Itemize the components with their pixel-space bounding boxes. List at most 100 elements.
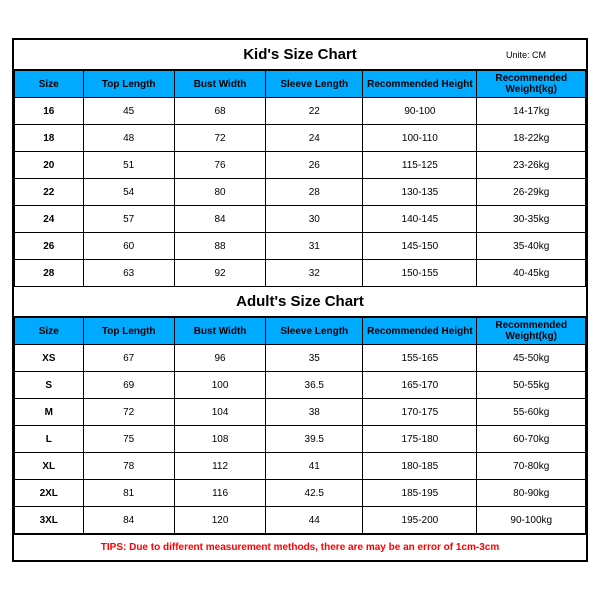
table-cell: 18-22kg (477, 125, 586, 152)
table-cell: 18 (15, 125, 84, 152)
kids-title: Kid's Size Chart (243, 46, 357, 63)
size-chart-frame: Kid's Size Chart Unite: CM Size Top Leng… (12, 38, 588, 562)
col-size: Size (15, 318, 84, 345)
table-cell: 28 (15, 260, 84, 287)
table-row: 20517626115-12523-26kg (15, 152, 586, 179)
table-cell: 155-165 (363, 345, 477, 372)
table-cell: 75 (83, 426, 174, 453)
table-cell: 40-45kg (477, 260, 586, 287)
table-cell: 60-70kg (477, 426, 586, 453)
table-cell: 112 (174, 453, 265, 480)
table-cell: 63 (83, 260, 174, 287)
table-cell: 16 (15, 98, 84, 125)
table-row: 22548028130-13526-29kg (15, 179, 586, 206)
table-cell: 23-26kg (477, 152, 586, 179)
col-rec-weight: Recommended Weight(kg) (477, 318, 586, 345)
table-row: 1645682290-10014-17kg (15, 98, 586, 125)
table-cell: 170-175 (363, 399, 477, 426)
table-cell: L (15, 426, 84, 453)
table-cell: 84 (83, 507, 174, 534)
table-cell: 185-195 (363, 480, 477, 507)
table-cell: 180-185 (363, 453, 477, 480)
table-row: 18487224100-11018-22kg (15, 125, 586, 152)
table-row: 28639232150-15540-45kg (15, 260, 586, 287)
table-row: 24578430140-14530-35kg (15, 206, 586, 233)
table-cell: 24 (266, 125, 363, 152)
table-cell: 115-125 (363, 152, 477, 179)
table-cell: 20 (15, 152, 84, 179)
table-cell: 108 (174, 426, 265, 453)
table-cell: 92 (174, 260, 265, 287)
table-cell: 68 (174, 98, 265, 125)
table-cell: 76 (174, 152, 265, 179)
col-rec-height: Recommended Height (363, 71, 477, 98)
table-cell: 88 (174, 233, 265, 260)
table-cell: 48 (83, 125, 174, 152)
table-cell: 26-29kg (477, 179, 586, 206)
table-row: M7210438170-17555-60kg (15, 399, 586, 426)
table-cell: 36.5 (266, 372, 363, 399)
col-sleeve-length: Sleeve Length (266, 71, 363, 98)
table-cell: 31 (266, 233, 363, 260)
table-cell: 57 (83, 206, 174, 233)
table-cell: 145-150 (363, 233, 477, 260)
table-cell: 35-40kg (477, 233, 586, 260)
table-cell: 38 (266, 399, 363, 426)
adults-title-row: Adult's Size Chart (14, 287, 586, 317)
kids-header-row: Size Top Length Bust Width Sleeve Length… (15, 71, 586, 98)
table-cell: 120 (174, 507, 265, 534)
kids-table: Size Top Length Bust Width Sleeve Length… (14, 70, 586, 287)
table-cell: 72 (83, 399, 174, 426)
table-cell: 45-50kg (477, 345, 586, 372)
tips-text: TIPS: Due to different measurement metho… (101, 542, 499, 553)
table-cell: 140-145 (363, 206, 477, 233)
table-cell: 55-60kg (477, 399, 586, 426)
table-cell: 22 (266, 98, 363, 125)
table-cell: 2XL (15, 480, 84, 507)
table-cell: 30-35kg (477, 206, 586, 233)
col-bust-width: Bust Width (174, 318, 265, 345)
table-cell: 130-135 (363, 179, 477, 206)
table-cell: 69 (83, 372, 174, 399)
table-cell: 30 (266, 206, 363, 233)
adults-title: Adult's Size Chart (236, 293, 364, 310)
table-cell: 96 (174, 345, 265, 372)
table-cell: 90-100kg (477, 507, 586, 534)
table-cell: 100 (174, 372, 265, 399)
table-row: 26608831145-15035-40kg (15, 233, 586, 260)
table-cell: 22 (15, 179, 84, 206)
table-cell: 165-170 (363, 372, 477, 399)
table-cell: 175-180 (363, 426, 477, 453)
table-cell: 3XL (15, 507, 84, 534)
table-cell: 26 (266, 152, 363, 179)
kids-title-row: Kid's Size Chart Unite: CM (14, 40, 586, 70)
tips-row: TIPS: Due to different measurement metho… (14, 534, 586, 560)
table-cell: 78 (83, 453, 174, 480)
col-rec-height: Recommended Height (363, 318, 477, 345)
table-row: 3XL8412044195-20090-100kg (15, 507, 586, 534)
table-row: XL7811241180-18570-80kg (15, 453, 586, 480)
table-cell: 150-155 (363, 260, 477, 287)
col-size: Size (15, 71, 84, 98)
table-row: 2XL8111642.5185-19580-90kg (15, 480, 586, 507)
table-cell: 80-90kg (477, 480, 586, 507)
table-cell: XS (15, 345, 84, 372)
table-cell: 90-100 (363, 98, 477, 125)
table-cell: 70-80kg (477, 453, 586, 480)
table-cell: 42.5 (266, 480, 363, 507)
table-cell: 195-200 (363, 507, 477, 534)
table-row: XS679635155-16545-50kg (15, 345, 586, 372)
table-cell: 35 (266, 345, 363, 372)
unit-label: Unite: CM (506, 50, 546, 60)
table-cell: 45 (83, 98, 174, 125)
table-cell: 84 (174, 206, 265, 233)
table-cell: 67 (83, 345, 174, 372)
table-cell: 54 (83, 179, 174, 206)
adults-header-row: Size Top Length Bust Width Sleeve Length… (15, 318, 586, 345)
table-cell: 80 (174, 179, 265, 206)
table-cell: 100-110 (363, 125, 477, 152)
table-cell: S (15, 372, 84, 399)
table-cell: 28 (266, 179, 363, 206)
table-row: S6910036.5165-17050-55kg (15, 372, 586, 399)
table-cell: M (15, 399, 84, 426)
